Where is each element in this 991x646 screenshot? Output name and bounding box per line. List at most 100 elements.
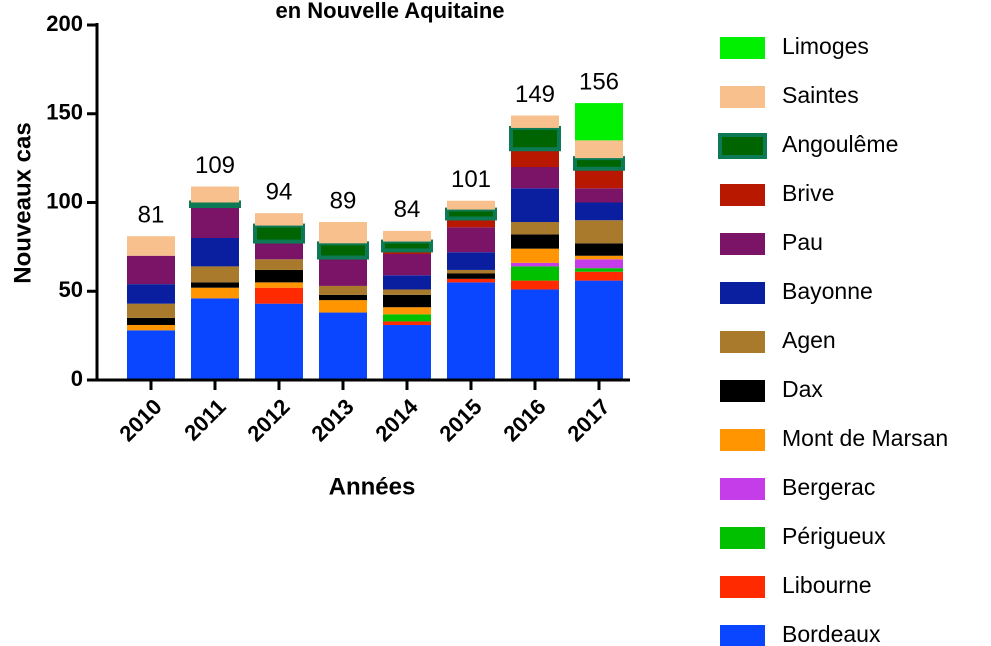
- x-axis-title: Années: [329, 473, 416, 500]
- bar-segment: [447, 278, 495, 283]
- bar-segment: [319, 285, 367, 295]
- y-axis-title: Nouveaux cas: [9, 122, 36, 283]
- legend-label: Brive: [782, 180, 834, 206]
- total-label: 94: [266, 178, 293, 205]
- legend-swatch: [720, 233, 765, 255]
- bar-segment: [511, 234, 559, 249]
- legend-label: Mont de Marsan: [782, 425, 948, 451]
- bar-segment: [255, 287, 303, 304]
- bar-segment: [511, 289, 559, 380]
- bar-segment: [575, 255, 623, 260]
- bar-segment: [319, 257, 367, 286]
- legend-label: Angoulême: [782, 131, 898, 157]
- bar-segment: [383, 324, 431, 380]
- total-label: 156: [579, 68, 619, 95]
- bar-segment: [575, 268, 623, 272]
- legend-swatch: [720, 331, 765, 353]
- total-label: 101: [451, 166, 491, 193]
- bar-segment: [511, 280, 559, 290]
- bar-segment: [127, 255, 175, 285]
- chart-title: en Nouvelle Aquitaine: [275, 0, 504, 23]
- bar-segment: [511, 262, 559, 267]
- legend-label: Bayonne: [782, 278, 873, 304]
- legend-swatch: [720, 478, 765, 500]
- bar-segment: [383, 294, 431, 308]
- bar-segment: [127, 317, 175, 325]
- legend-swatch: [720, 282, 765, 304]
- bar-segment: [191, 282, 239, 288]
- bar-segment: [447, 252, 495, 270]
- bar-segment: [191, 238, 239, 267]
- bar-segment: [575, 140, 623, 159]
- bar-segment: [319, 300, 367, 313]
- y-tick-label: 150: [46, 100, 83, 125]
- bar-segment: [511, 222, 559, 235]
- legend-label: Bergerac: [782, 474, 875, 500]
- bar-segment: [575, 271, 623, 281]
- bar-segment: [255, 241, 303, 260]
- bar-segment: [575, 168, 623, 189]
- bar-segment: [383, 275, 431, 290]
- legend-label: Périgueux: [782, 523, 886, 549]
- bar-segment: [575, 103, 623, 141]
- bar-segment: [447, 282, 495, 380]
- y-tick-label: 0: [71, 366, 83, 391]
- bar-segment: [191, 266, 239, 283]
- total-label: 89: [330, 187, 357, 214]
- bar-segment: [191, 206, 239, 238]
- bar-segment: [191, 298, 239, 380]
- bar-segment: [127, 324, 175, 331]
- legend-swatch: [720, 86, 765, 108]
- bar-segment: [319, 294, 367, 301]
- bar-segment: [127, 284, 175, 304]
- legend-swatch: [720, 37, 765, 59]
- y-tick-label: 200: [46, 11, 83, 36]
- legend-swatch: [720, 527, 765, 549]
- y-tick-label: 50: [59, 277, 83, 302]
- legend-swatch: [720, 429, 765, 451]
- total-label: 84: [394, 196, 421, 223]
- legend-swatch: [720, 576, 765, 598]
- bar-segment: [511, 149, 559, 167]
- legend-swatch: [720, 625, 765, 646]
- bar-segment: [575, 259, 623, 269]
- total-label: 149: [515, 81, 555, 108]
- bar-segment: [511, 188, 559, 223]
- bar-segment: [575, 202, 623, 221]
- legend-label: Saintes: [782, 82, 859, 108]
- bar-segment: [575, 220, 623, 244]
- bar-segment: [575, 243, 623, 256]
- bar-segment: [447, 273, 495, 279]
- bar-segment: [317, 241, 369, 260]
- bar-segment: [127, 303, 175, 318]
- total-label: 81: [138, 202, 165, 229]
- bar-segment: [447, 218, 495, 228]
- x-tick-label: 2014: [370, 393, 423, 446]
- bar-segment: [255, 303, 303, 380]
- bar-segment: [511, 248, 559, 263]
- x-tick-label: 2015: [434, 394, 486, 446]
- bar-segment: [255, 259, 303, 270]
- bar-segment: [253, 223, 305, 244]
- bar-segment: [383, 314, 431, 322]
- bar-segment: [575, 188, 623, 203]
- bar-segment: [573, 156, 625, 171]
- x-tick-label: 2012: [242, 394, 294, 446]
- bar-segment: [383, 307, 431, 315]
- bar-segment: [127, 236, 175, 256]
- x-tick-label: 2016: [498, 394, 550, 446]
- legend-swatch: [720, 184, 765, 206]
- bar-segment: [191, 186, 239, 203]
- y-tick-label: 100: [46, 188, 83, 213]
- legend-label: Bordeaux: [782, 621, 881, 646]
- bar-segment: [319, 222, 367, 244]
- bar-segment: [255, 282, 303, 288]
- bar-segment: [381, 239, 433, 253]
- bar-segment: [383, 230, 431, 242]
- bar-segment: [447, 227, 495, 253]
- x-tick-label: 2010: [114, 394, 166, 446]
- bar-segment: [575, 280, 623, 380]
- legend-swatch: [720, 380, 765, 402]
- legend-label: Dax: [782, 376, 823, 402]
